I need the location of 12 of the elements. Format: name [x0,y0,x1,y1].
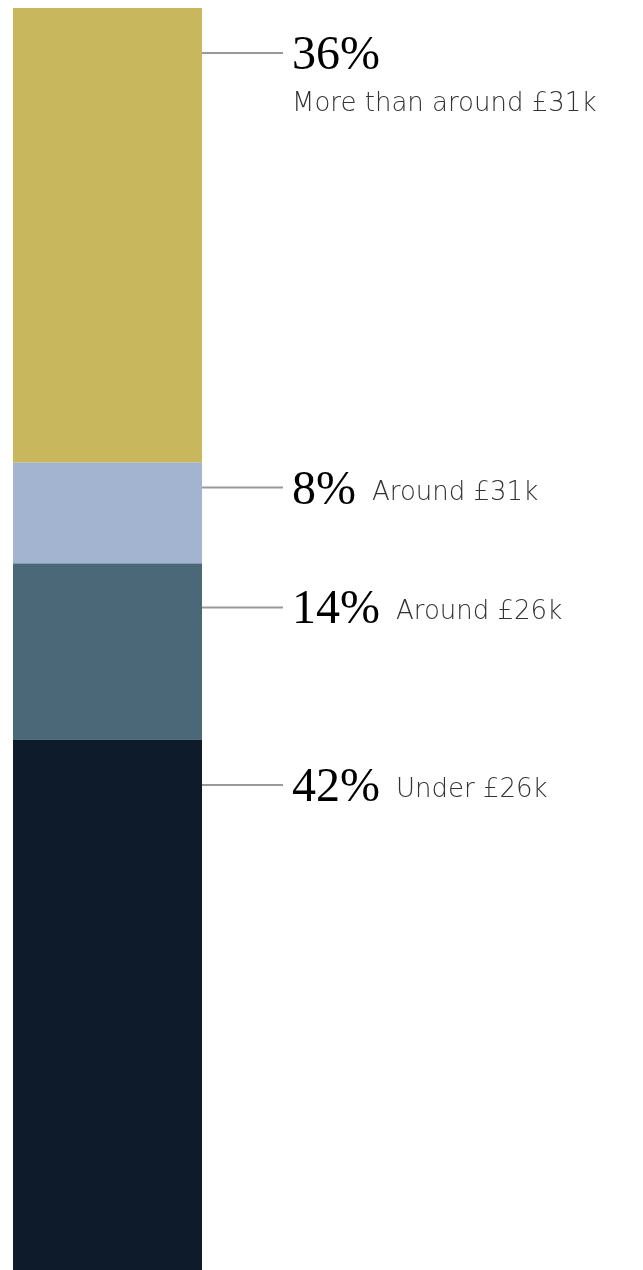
bar [13,563,202,740]
data-label: 42% [292,757,380,811]
data-label: 8% [292,460,356,514]
text: Under £26k [395,772,548,803]
bar [13,462,202,564]
bar [13,8,202,463]
text: More than around £31k [292,87,597,117]
text: Around £26k [395,595,563,626]
data-label: 36% [292,26,380,79]
text: Around £31k [371,475,539,506]
data-label: 14% [292,580,380,634]
bar [13,739,202,1270]
